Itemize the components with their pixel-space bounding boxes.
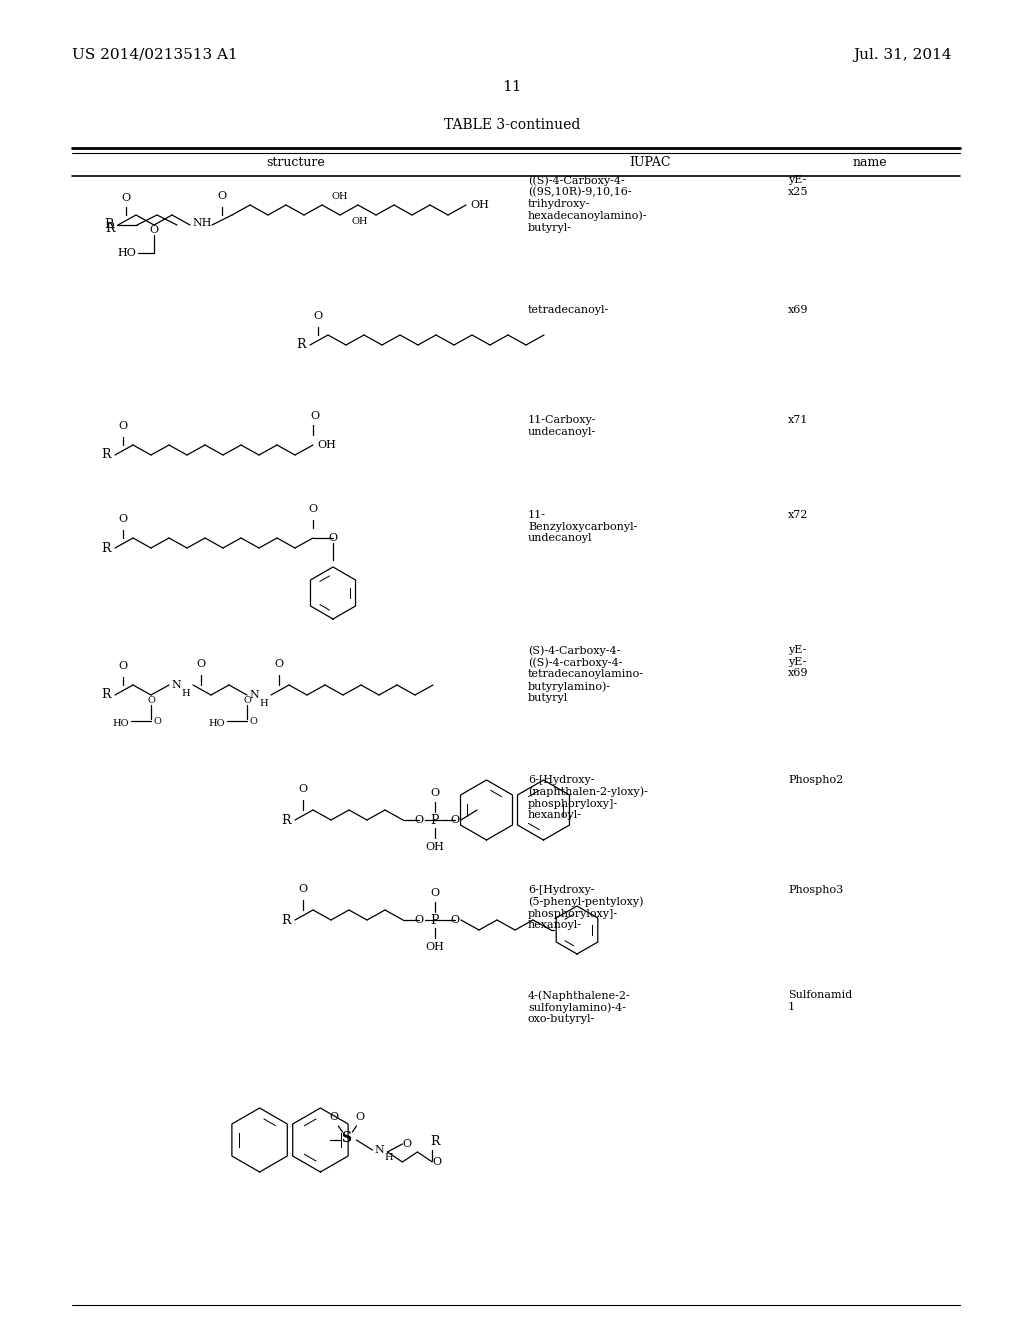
Text: O: O (147, 696, 155, 705)
Text: R: R (101, 541, 111, 554)
Text: O: O (310, 411, 319, 421)
Text: OH: OH (426, 942, 444, 952)
Text: 4-(Naphthalene-2-
sulfonylamino)-4-
oxo-butyryl-: 4-(Naphthalene-2- sulfonylamino)-4- oxo-… (528, 990, 631, 1024)
Text: R: R (430, 1135, 440, 1148)
Text: ((S)-4-Carboxy-4-
((9S,10R)-9,10,16-
trihydroxy-
hexadecanoylamino)-
butyryl-: ((S)-4-Carboxy-4- ((9S,10R)-9,10,16- tri… (528, 176, 647, 234)
Text: P: P (431, 913, 439, 927)
Text: R: R (101, 449, 111, 462)
Text: O: O (430, 788, 439, 799)
Text: yE-
x25: yE- x25 (788, 176, 809, 197)
Text: N: N (171, 680, 181, 690)
Text: OH: OH (426, 842, 444, 851)
Text: x72: x72 (788, 510, 808, 520)
Text: 11-Carboxy-
undecanoyl-: 11-Carboxy- undecanoyl- (528, 414, 597, 437)
Text: H: H (181, 689, 189, 697)
Text: R: R (104, 219, 114, 231)
Text: HO: HO (117, 248, 136, 257)
Text: Phospho3: Phospho3 (788, 884, 843, 895)
Text: O: O (298, 884, 307, 894)
Text: NH: NH (193, 218, 212, 228)
Text: OH: OH (317, 440, 336, 450)
Text: O: O (330, 1111, 339, 1122)
Text: O: O (119, 421, 128, 432)
Text: OH: OH (470, 201, 488, 210)
Text: O: O (313, 312, 323, 321)
Text: O: O (298, 784, 307, 795)
Text: yE-
yE-
x69: yE- yE- x69 (788, 645, 809, 678)
Text: O: O (451, 814, 460, 825)
Text: H: H (384, 1154, 393, 1163)
Text: O: O (432, 1158, 441, 1167)
Text: tetradecanoyl-: tetradecanoyl- (528, 305, 609, 315)
Text: Sulfonamid
1: Sulfonamid 1 (788, 990, 852, 1011)
Text: (S)-4-Carboxy-4-
((S)-4-carboxy-4-
tetradecanoylamino-
butyrylamino)-
butyryl: (S)-4-Carboxy-4- ((S)-4-carboxy-4- tetra… (528, 645, 644, 704)
Text: O: O (451, 915, 460, 925)
Text: O: O (197, 659, 206, 669)
Text: S: S (341, 1131, 351, 1144)
Text: Phospho2: Phospho2 (788, 775, 843, 785)
Text: O: O (217, 191, 226, 201)
Text: name: name (853, 156, 888, 169)
Text: N: N (375, 1144, 384, 1155)
Text: HO: HO (113, 718, 129, 727)
Text: R: R (297, 338, 306, 351)
Text: 11-
Benzyloxycarbonyl-
undecanoyl: 11- Benzyloxycarbonyl- undecanoyl (528, 510, 637, 544)
Text: OH: OH (352, 216, 369, 226)
Text: O: O (249, 717, 257, 726)
Text: O: O (308, 504, 317, 513)
Text: O: O (153, 717, 161, 726)
Text: O: O (122, 193, 131, 203)
Text: O: O (329, 533, 338, 543)
Text: O: O (430, 888, 439, 898)
Text: O: O (150, 224, 159, 235)
Text: R: R (282, 913, 291, 927)
Text: R: R (282, 813, 291, 826)
Text: OH: OH (332, 191, 348, 201)
Text: R: R (101, 689, 111, 701)
Text: O: O (119, 513, 128, 524)
Text: 11: 11 (502, 81, 522, 94)
Text: x71: x71 (788, 414, 808, 425)
Text: O: O (415, 915, 424, 925)
Text: 6-[Hydroxy-
(5-phenyl-pentyloxy)
phosphoryloxy]-
hexanoyl-: 6-[Hydroxy- (5-phenyl-pentyloxy) phospho… (528, 884, 643, 931)
Text: TABLE 3-continued: TABLE 3-continued (443, 117, 581, 132)
Text: O: O (243, 696, 251, 705)
Text: structure: structure (266, 156, 326, 169)
Text: 6-[Hydroxy-
(naphthalen-2-yloxy)-
phosphoryloxy]-
hexanoyl-: 6-[Hydroxy- (naphthalen-2-yloxy)- phosph… (528, 775, 648, 821)
Text: O: O (274, 659, 284, 669)
Text: O: O (119, 661, 128, 671)
Text: x69: x69 (788, 305, 809, 315)
Text: Jul. 31, 2014: Jul. 31, 2014 (853, 48, 952, 62)
Text: O: O (415, 814, 424, 825)
Text: US 2014/0213513 A1: US 2014/0213513 A1 (72, 48, 238, 62)
Text: H: H (259, 698, 267, 708)
Text: P: P (431, 813, 439, 826)
Text: IUPAC: IUPAC (630, 156, 671, 169)
Text: N: N (249, 690, 259, 700)
Text: R: R (105, 222, 115, 235)
Text: HO: HO (209, 718, 225, 727)
Text: O: O (402, 1139, 412, 1148)
Text: O: O (355, 1111, 365, 1122)
